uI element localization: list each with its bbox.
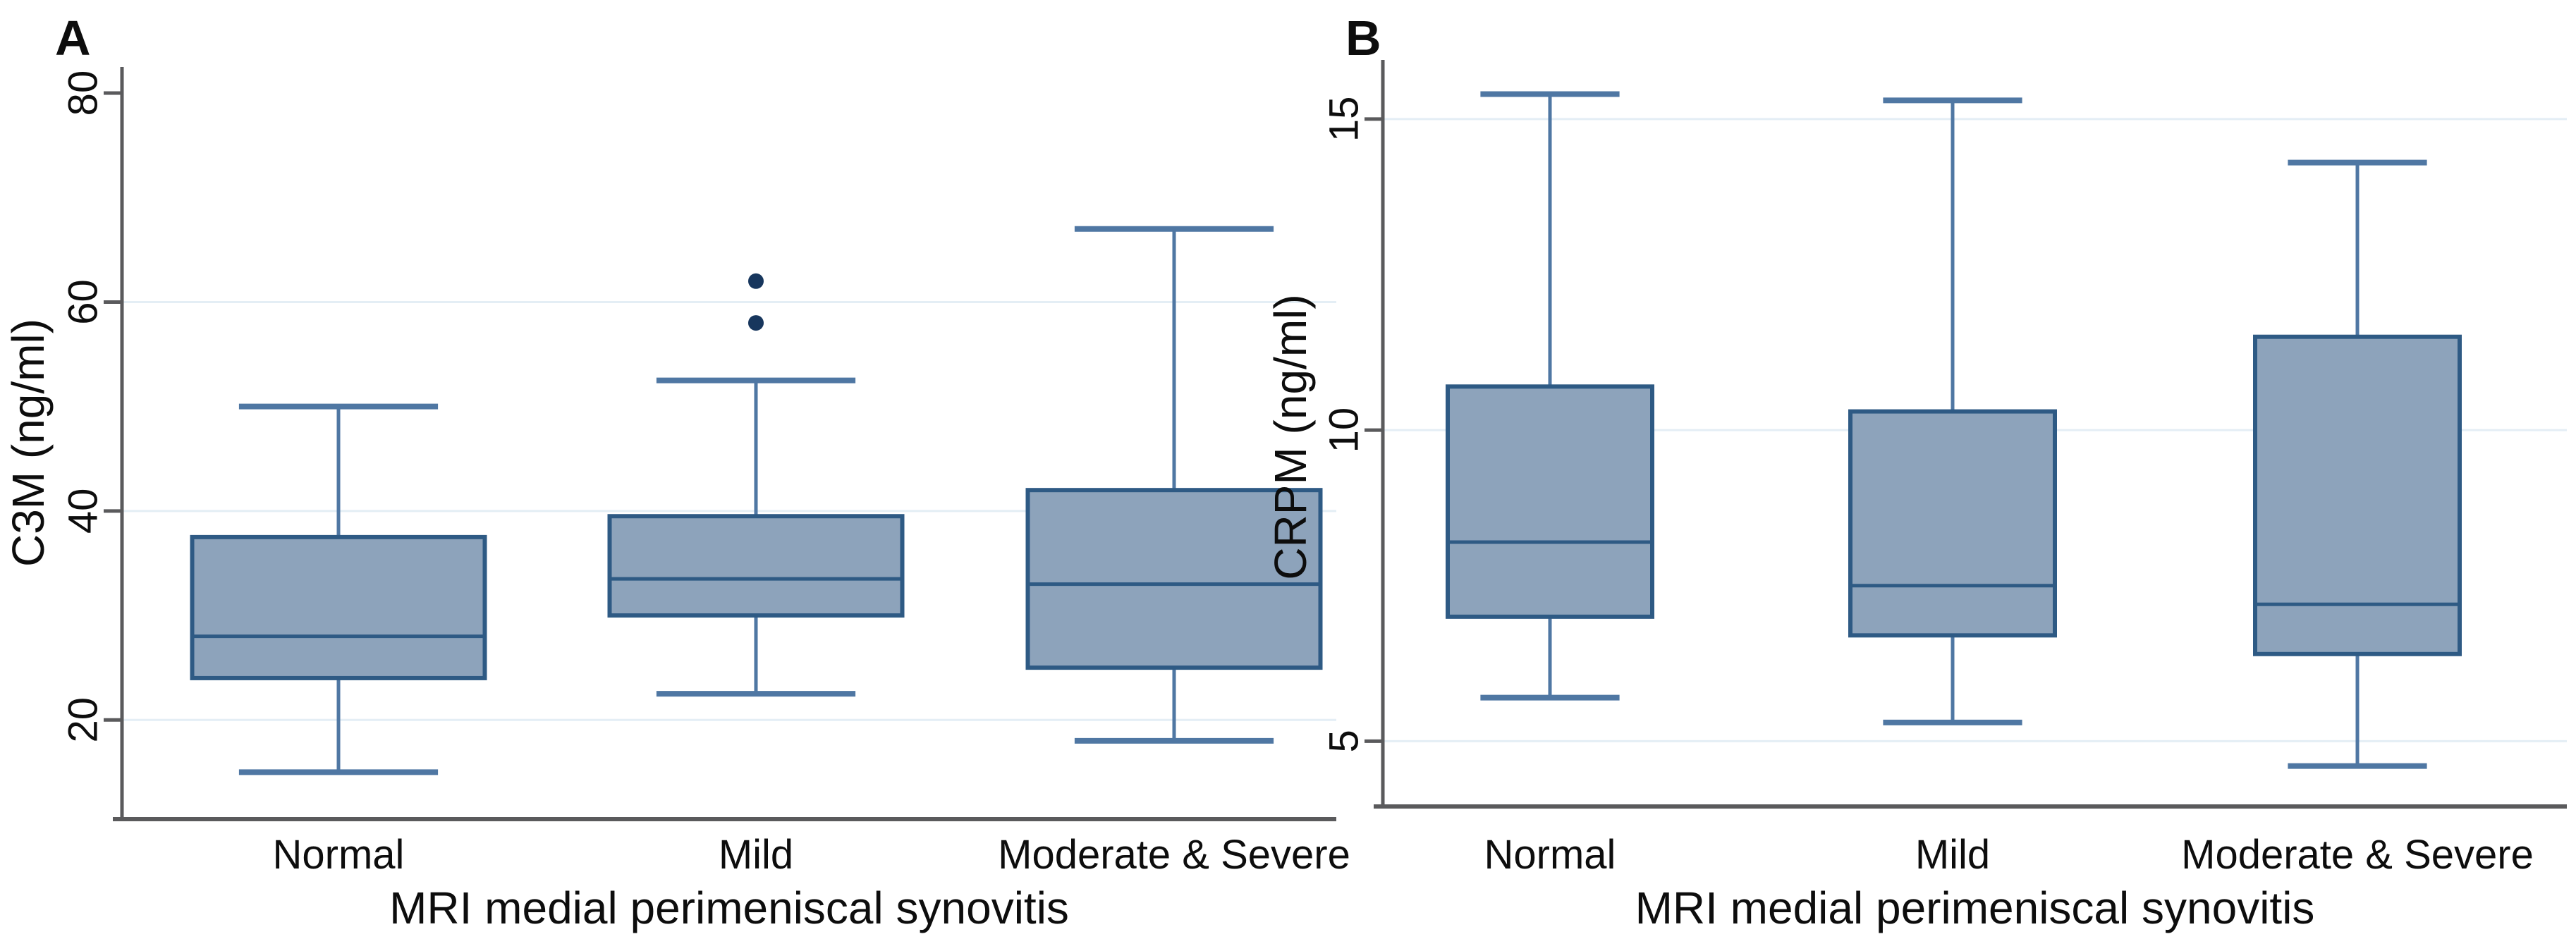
iqr-box xyxy=(2253,334,2462,656)
box-group-normal xyxy=(190,403,487,775)
iqr-box xyxy=(607,514,905,618)
x-category-label: Moderate & Severe xyxy=(2181,832,2534,878)
y-tick-label: 60 xyxy=(61,279,106,325)
outlier-dot xyxy=(748,273,764,289)
panel-b: 5 10 15 B CRPM (ng/ml) MRI medial perimenisca… xyxy=(1265,11,2567,933)
y-tick-label: 80 xyxy=(61,70,106,116)
y-axis-title: CRPM (ng/ml) xyxy=(1265,294,1316,579)
y-tick-label: 40 xyxy=(61,489,106,534)
y-tick-label: 20 xyxy=(61,697,106,743)
x-category-label: Moderate & Severe xyxy=(998,832,1350,878)
y-tick-label: 5 xyxy=(1321,730,1367,752)
x-category-label: Mild xyxy=(1915,832,1990,878)
iqr-box xyxy=(1446,384,1654,619)
iqr-box xyxy=(1025,488,1323,670)
box-group-moderate-severe xyxy=(1025,226,1323,744)
box-group-moderate-severe xyxy=(2253,159,2462,769)
y-tick-label: 10 xyxy=(1321,407,1367,453)
box-group-normal xyxy=(1446,91,1654,701)
outlier-dot xyxy=(748,315,764,331)
panel-a: 20 40 60 80A C3M (ng/ml) MRI medial perimenis… xyxy=(3,11,1350,933)
box-group-mild xyxy=(1848,97,2057,725)
x-category-label: Normal xyxy=(1484,832,1616,878)
box-group-mild xyxy=(607,273,905,697)
x-axis-title: MRI medial perimeniscal synovitis xyxy=(1635,883,2315,933)
panel-letter: B xyxy=(1345,11,1381,66)
x-category-label: Mild xyxy=(719,832,793,878)
iqr-box xyxy=(1848,409,2057,638)
iqr-box xyxy=(190,534,487,680)
y-axis-title: C3M (ng/ml) xyxy=(3,319,54,567)
x-axis-title: MRI medial perimeniscal synovitis xyxy=(389,883,1069,933)
y-tick-label: 15 xyxy=(1321,97,1367,142)
x-category-label: Normal xyxy=(273,832,405,878)
panel-letter: A xyxy=(55,11,91,66)
